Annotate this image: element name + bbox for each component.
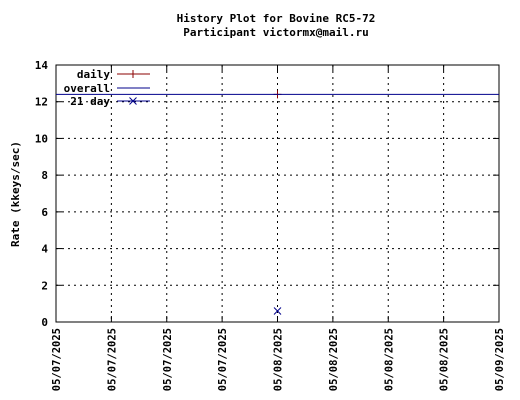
legend: daily overall 21 day <box>64 68 150 108</box>
y-tick-label: 10 <box>35 132 48 145</box>
x-tick-label: 05/08/2025 <box>328 328 340 391</box>
y-tick-label: 6 <box>41 206 48 219</box>
x-tick-label: 05/09/2025 <box>494 328 506 391</box>
x-tick-label: 05/07/2025 <box>217 328 229 391</box>
axis-layer: 0 2 4 6 8 10 12 14 05/07/2025 05/07/2025 05/07/202… <box>35 59 506 391</box>
x-tick-label: 05/08/2025 <box>273 328 285 391</box>
data-point-21-day <box>273 307 282 315</box>
y-tick-label: 2 <box>41 279 48 292</box>
x-marker-b <box>129 97 137 105</box>
grid-layer <box>56 65 499 322</box>
series-layer <box>56 90 499 315</box>
y-tick-label: 12 <box>35 96 48 109</box>
y-tick-label: 0 <box>41 316 48 329</box>
x-tick-label: 05/07/2025 <box>162 328 174 391</box>
legend-swatch-daily <box>117 70 150 78</box>
legend-swatch-21-day <box>117 97 150 105</box>
legend-label-21-day: 21 day <box>70 95 110 108</box>
legend-label-daily: daily <box>77 68 110 81</box>
x-tick-label: 05/07/2025 <box>106 328 118 391</box>
y-tick-label: 14 <box>35 59 49 72</box>
y-tick-label: 4 <box>41 243 48 256</box>
plot-frame <box>55 64 500 323</box>
y-axis-label: Rate (kkeys/sec) <box>9 141 22 247</box>
chart-subtitle: Participant victormx@mail.ru <box>183 26 368 39</box>
x-tick-label: 05/07/2025 <box>51 328 63 391</box>
legend-label-overall: overall <box>64 82 110 95</box>
y-tick-label: 8 <box>41 169 48 182</box>
x-tick-label: 05/08/2025 <box>383 328 395 391</box>
x-tick-label: 05/08/2025 <box>439 328 451 391</box>
x-marker-b <box>273 307 282 315</box>
chart-title: History Plot for Bovine RC5-72 <box>177 12 376 25</box>
